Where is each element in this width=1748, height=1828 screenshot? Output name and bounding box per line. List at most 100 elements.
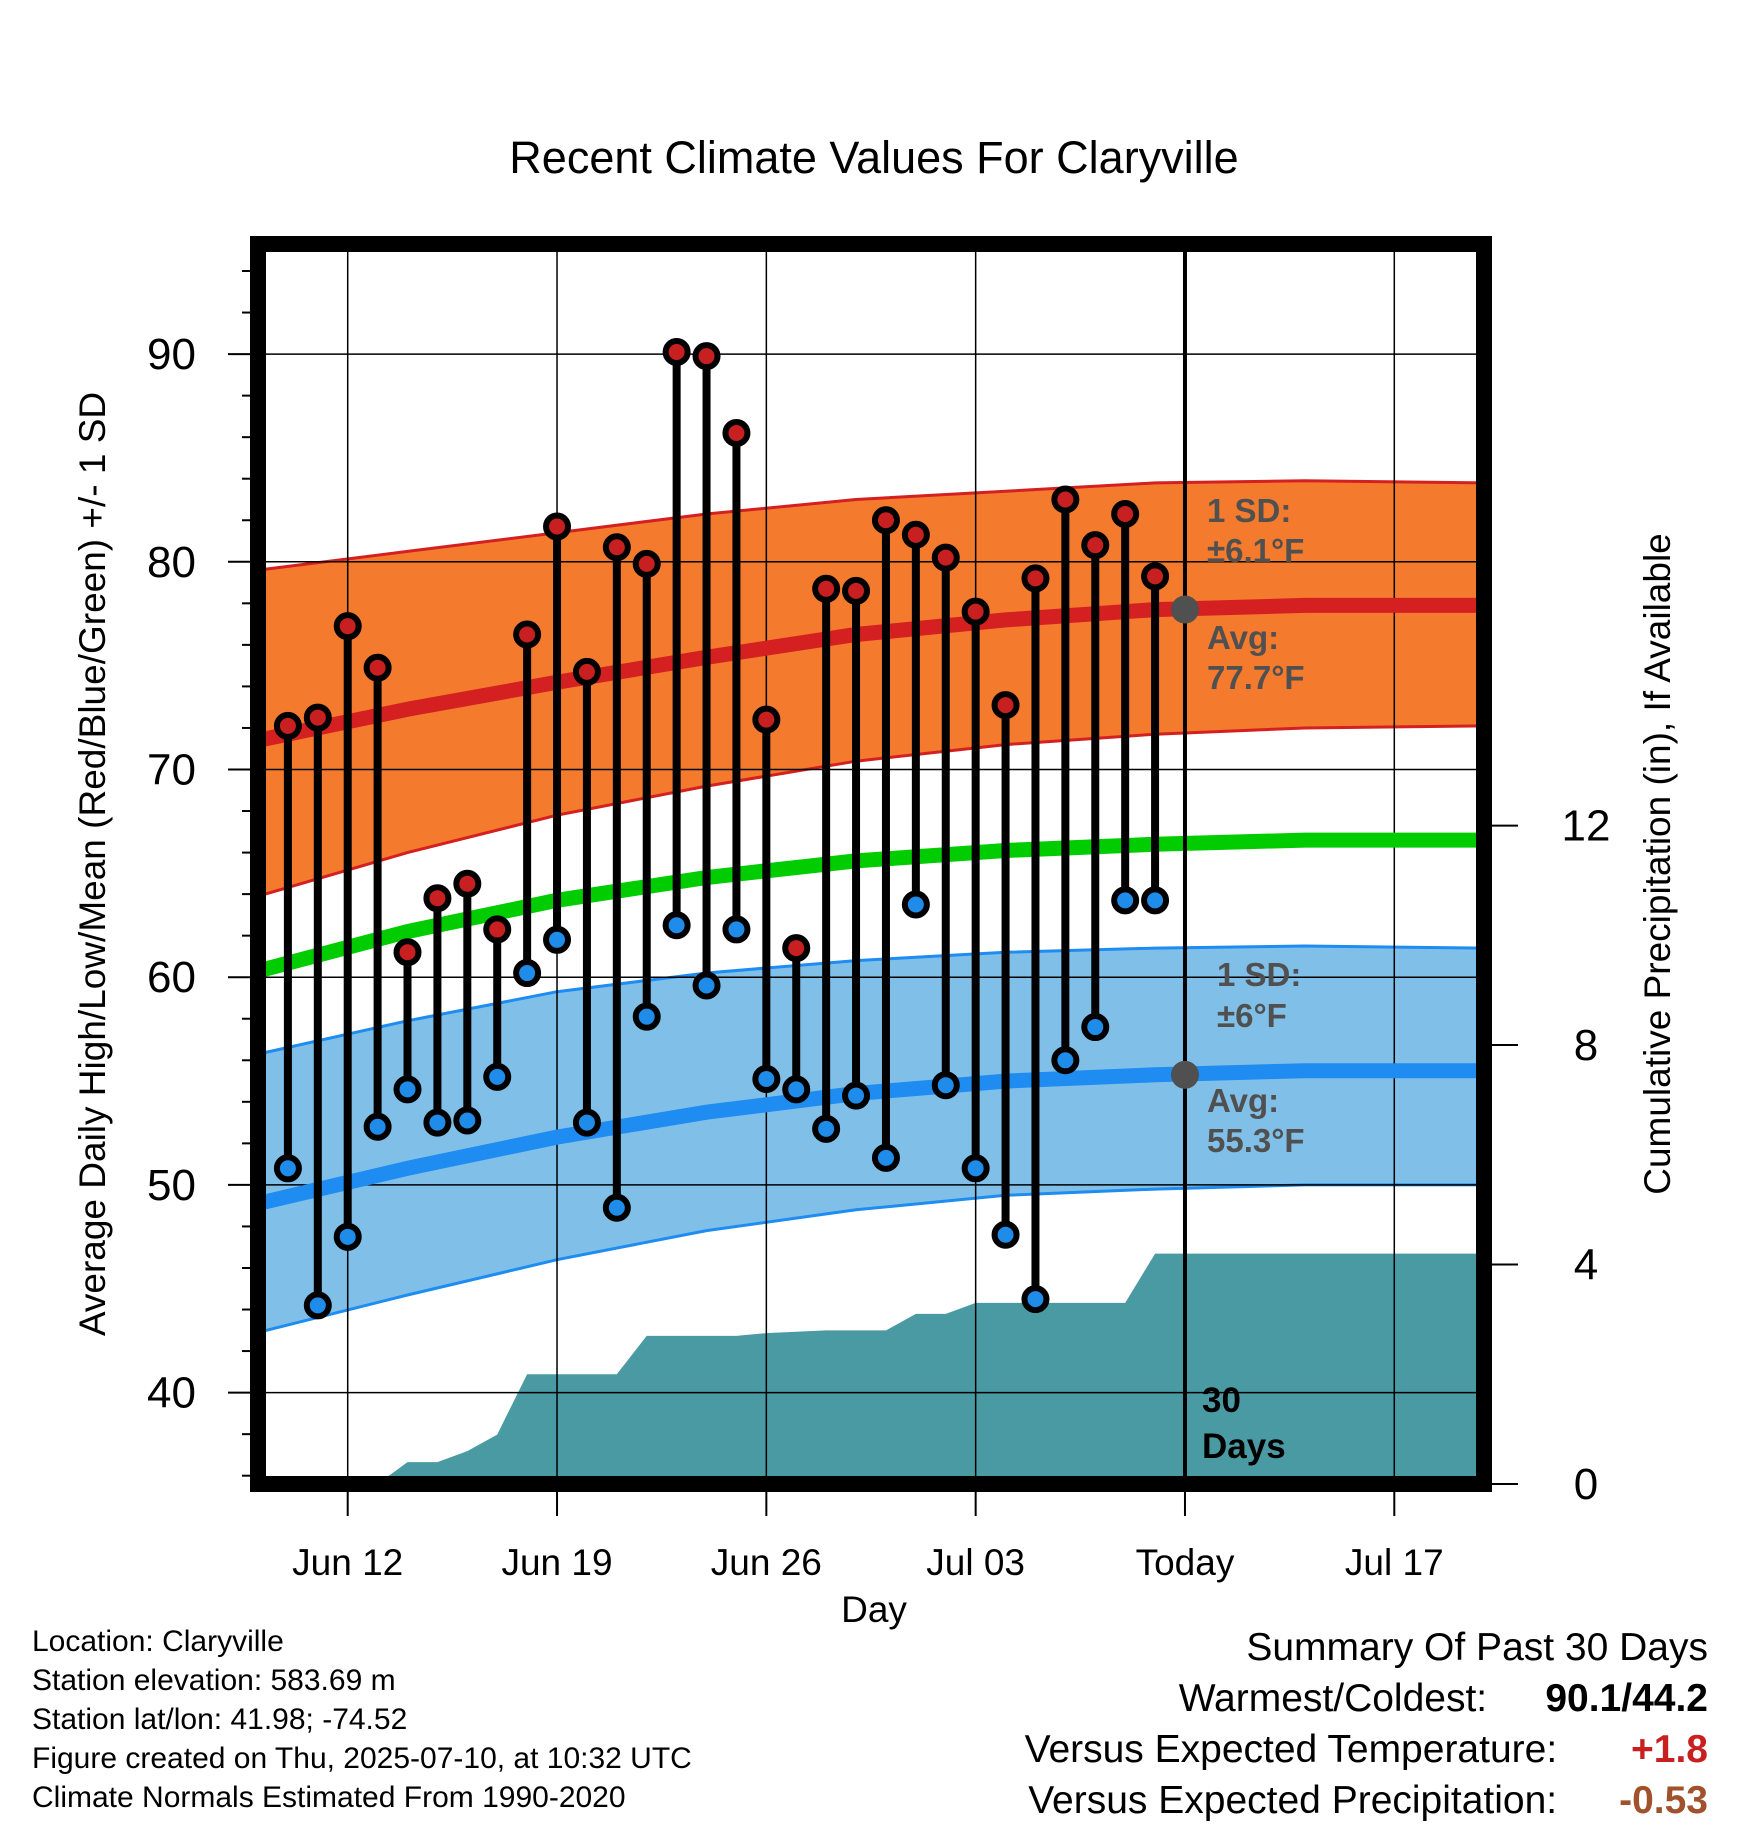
daily-low-point: [453, 1106, 482, 1135]
daily-high-point: [1081, 531, 1110, 560]
y-tick-label: 50: [147, 1161, 196, 1210]
daily-high-point: [513, 620, 542, 649]
x-tick-label: Today: [1136, 1542, 1235, 1583]
daily-low-point: [931, 1071, 960, 1100]
summary-panel: Summary Of Past 30 Days Warmest/Coldest:…: [1025, 1622, 1708, 1826]
y-axis-label: Average Daily High/Low/Mean (Red/Blue/Gr…: [72, 392, 113, 1336]
daily-low-point: [842, 1081, 871, 1110]
daily-low-point: [961, 1154, 990, 1183]
low-sd-band: [258, 946, 1484, 1333]
daily-high-point: [303, 703, 332, 732]
low-avg-label: Avg:: [1207, 1082, 1279, 1119]
daily-high-point: [1111, 500, 1140, 529]
elevation-text: Station elevation: 583.69 m: [32, 1664, 396, 1697]
temp-label: Versus Expected Temperature:: [1024, 1728, 1558, 1771]
plot-frame: [250, 236, 1492, 1492]
latlon-text: Station lat/lon: 41.98; -74.52: [32, 1703, 408, 1736]
summary-title: Summary Of Past 30 Days: [1246, 1626, 1708, 1669]
y-tick-label: 70: [147, 745, 196, 794]
high-sd-band-upper-edge: [257, 479, 1485, 572]
daily-high-point: [662, 338, 691, 367]
high-avg-value: 77.7°F: [1207, 659, 1305, 696]
high-avg-label: Avg:: [1207, 619, 1279, 656]
period-unit: Days: [1202, 1427, 1286, 1466]
low-sd-value: ±6°F: [1217, 997, 1287, 1034]
daily-low-point: [662, 911, 691, 940]
daily-low-point: [782, 1075, 811, 1104]
daily-high-point: [931, 543, 960, 572]
daily-high-point: [543, 512, 572, 541]
high-sd-band: [258, 480, 1484, 897]
daily-high-point: [393, 938, 422, 967]
daily-low-point: [1051, 1046, 1080, 1075]
daily-low-point: [483, 1062, 512, 1091]
y2-tick-label: 8: [1574, 1021, 1598, 1070]
daily-high-point: [752, 705, 781, 734]
high-sd-label: 1 SD:: [1207, 492, 1291, 529]
daily-low-point: [513, 959, 542, 988]
daily-low-point: [1081, 1013, 1110, 1042]
x-tick-label: Jun 12: [292, 1542, 403, 1583]
today-avg-low-marker: [1170, 1060, 1199, 1089]
warmest-label: Warmest/Coldest:: [1178, 1677, 1488, 1720]
low-sd-label: 1 SD:: [1217, 956, 1301, 993]
daily-high-point: [333, 612, 362, 641]
low-sd-band-lower-edge: [257, 1183, 1484, 1334]
summary-warmest-row: Warmest/Coldest: 90.1/44.2: [1025, 1673, 1708, 1724]
y2-tick-label: 12: [1562, 802, 1611, 851]
warmest-value: 90.1/44.2: [1545, 1677, 1708, 1720]
summary-precip-row: Versus Expected Precipitation: -0.53: [1025, 1775, 1708, 1826]
daily-low-point: [871, 1143, 900, 1172]
daily-high-point: [423, 884, 452, 913]
daily-high-point: [453, 869, 482, 898]
daily-high-point: [842, 576, 871, 605]
daily-high-point: [871, 506, 900, 535]
daily-low-point: [632, 1002, 661, 1031]
daily-low-point: [423, 1108, 452, 1137]
location-text: Location: Claryville: [32, 1625, 284, 1658]
daily-high-point: [273, 711, 302, 740]
daily-low-point: [543, 925, 572, 954]
daily-high-point: [483, 915, 512, 944]
daily-high-point: [782, 934, 811, 963]
daily-high-point: [1021, 564, 1050, 593]
precip-area: [287, 1253, 1484, 1484]
daily-high-point: [692, 342, 721, 371]
daily-low-point: [333, 1222, 362, 1251]
daily-high-point: [1051, 485, 1080, 514]
daily-low-point: [1111, 886, 1140, 915]
daily-high-point: [602, 533, 631, 562]
x-tick-label: Jul 03: [926, 1542, 1025, 1583]
daily-low-point: [991, 1220, 1020, 1249]
daily-high-point: [572, 657, 601, 686]
daily-low-point: [1141, 886, 1170, 915]
period-number: 30: [1202, 1381, 1241, 1420]
y-tick-label: 60: [147, 953, 196, 1002]
daily-low-point: [752, 1064, 781, 1093]
y2-tick-label: 0: [1574, 1460, 1598, 1509]
daily-low-point: [602, 1193, 631, 1222]
temp-value: +1.8: [1631, 1728, 1708, 1771]
daily-high-point: [812, 574, 841, 603]
daily-low-point: [1021, 1285, 1050, 1314]
x-tick-label: Jul 17: [1345, 1542, 1444, 1583]
y2-axis-label: Cumulative Precipitation (in), If Availa…: [1637, 533, 1678, 1195]
daily-high-point: [961, 597, 990, 626]
x-tick-label: Jun 26: [711, 1542, 822, 1583]
daily-low-point: [273, 1154, 302, 1183]
daily-low-point: [722, 915, 751, 944]
y-tick-label: 80: [147, 538, 196, 587]
daily-low-point: [812, 1114, 841, 1143]
daily-low-point: [303, 1291, 332, 1320]
daily-low-point: [692, 971, 721, 1000]
precip-value: -0.53: [1619, 1779, 1708, 1822]
x-tick-label: Jun 19: [501, 1542, 612, 1583]
summary-temp-row: Versus Expected Temperature: +1.8: [1025, 1724, 1708, 1775]
y-tick-label: 90: [147, 330, 196, 379]
chart-title: Recent Climate Values For Claryville: [509, 132, 1238, 183]
daily-low-point: [901, 890, 930, 919]
daily-low-point: [393, 1075, 422, 1104]
created-text: Figure created on Thu, 2025-07-10, at 10…: [32, 1742, 692, 1775]
x-axis-label: Day: [841, 1589, 907, 1630]
